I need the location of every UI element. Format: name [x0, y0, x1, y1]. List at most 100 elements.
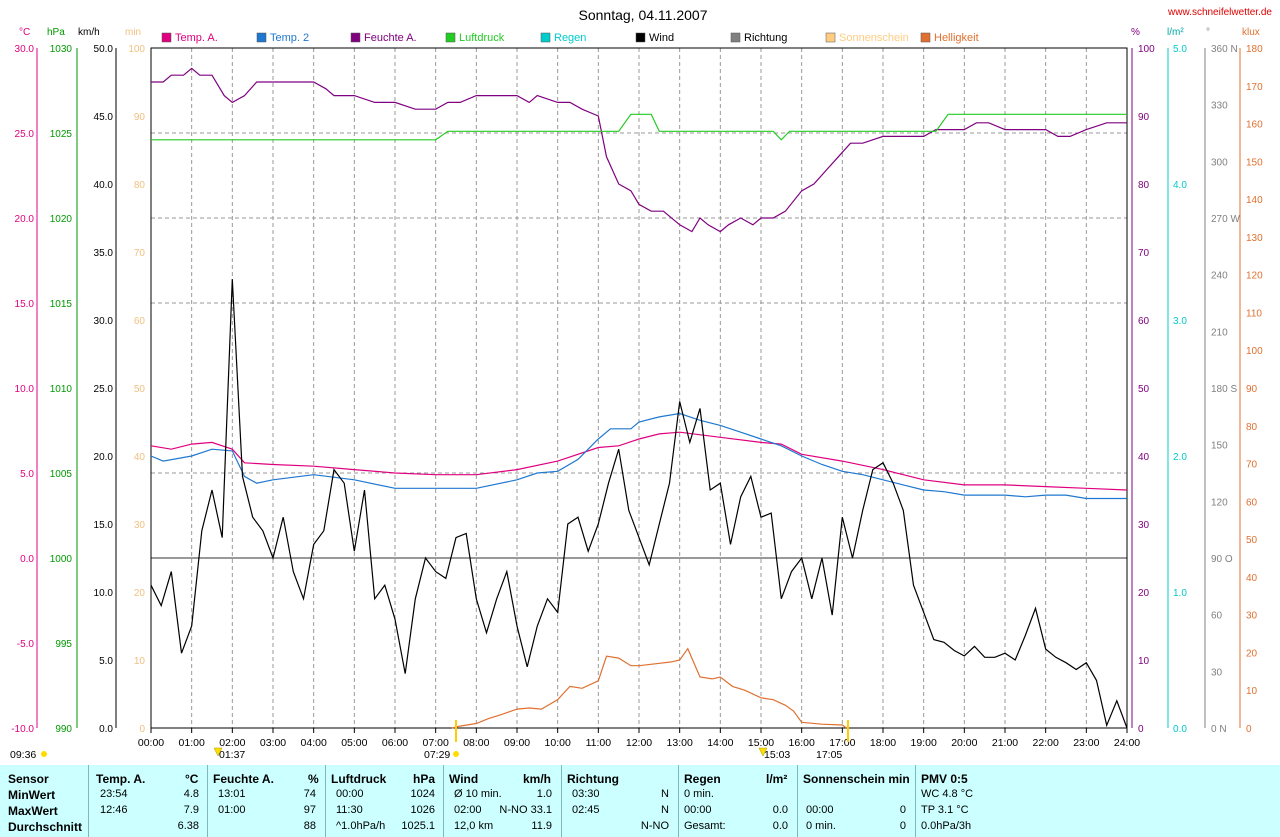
pressure-axis-tick: 1020	[50, 214, 73, 225]
stats-cell-richt-val: N-NO	[640, 820, 669, 832]
stats-cell-luft-val: 1026	[410, 804, 435, 816]
brightness-axis-tick: 40	[1246, 573, 1258, 584]
brightness-axis-tick: 180	[1246, 44, 1263, 55]
stats-cell-regen-val: 0.0	[772, 804, 788, 816]
humidity-axis-tick: 80	[1138, 180, 1150, 191]
legend-swatch	[920, 32, 931, 43]
x-tick-label: 20:00	[951, 737, 977, 749]
brightness-axis-tick: 120	[1246, 271, 1263, 282]
header-temp-unit: °C	[185, 772, 199, 786]
legend-label: Sonnenschein	[839, 32, 909, 44]
rain-axis-tick: 2.0	[1173, 452, 1187, 463]
legend-swatch	[825, 32, 836, 43]
wind-axis-tick: 15.0	[94, 520, 114, 531]
temp-axis-tick: 20.0	[15, 214, 35, 225]
unit-sun: min	[125, 27, 141, 38]
direction-axis-tick: 30	[1211, 667, 1223, 678]
stats-cell-regen-time: 0 min.	[684, 788, 714, 800]
stats-cell-wind-time: 12,0 km	[454, 820, 494, 832]
header-sonne: Sonnenschein min	[803, 772, 910, 786]
legend-label: Regen	[554, 32, 586, 44]
x-tick-label: 12:00	[626, 737, 652, 749]
x-tick-label: 06:00	[382, 737, 408, 749]
stats-cell-luft-time: 00:00	[336, 788, 364, 800]
sun-axis-tick: 40	[134, 452, 146, 463]
legend-label: Feuchte A.	[364, 32, 417, 44]
unit-pressure: hPa	[47, 27, 65, 38]
stats-cell-label: Durchschnitt	[8, 820, 83, 834]
stats-cell-temp-val: 4.8	[183, 788, 199, 800]
moon-marker-icon	[758, 747, 768, 757]
sun-axis-tick: 60	[134, 316, 146, 327]
moon-marker-icon	[213, 747, 223, 757]
stats-cell-regen-val: 0.0	[772, 820, 788, 832]
stats-cell-feuchte-time: 01:00	[218, 804, 246, 816]
stats-cell-luft-time: ^1.0hPa/h	[336, 820, 386, 832]
x-tick-label: 19:00	[911, 737, 937, 749]
brightness-axis-tick: 100	[1246, 346, 1263, 357]
stats-cell-sonne-time: 0 min.	[806, 820, 836, 832]
direction-axis-tick: 270 W	[1211, 214, 1240, 225]
x-tick-label: 13:00	[667, 737, 693, 749]
stats-cell-wind-time: 02:00	[454, 804, 482, 816]
humidity-axis-tick: 20	[1138, 588, 1150, 599]
pressure-axis-tick: 1015	[50, 299, 73, 310]
sun-axis-tick: 30	[134, 520, 146, 531]
stats-cell-feuchte-val: 74	[303, 788, 316, 800]
direction-axis-tick: 210	[1211, 327, 1228, 338]
brightness-axis-tick: 30	[1246, 611, 1258, 622]
pressure-axis-tick: 1010	[50, 384, 73, 395]
legend-label: Helligkeit	[934, 32, 979, 44]
rain-axis-tick: 5.0	[1173, 44, 1187, 55]
direction-axis-tick: 150	[1211, 441, 1228, 452]
legend-label: Wind	[649, 32, 674, 44]
unit-direction: °	[1206, 27, 1210, 38]
temp-axis-tick: 5.0	[20, 469, 34, 480]
below-axis-label: 17:05	[816, 749, 842, 761]
series-feuchte-a	[151, 67, 1127, 233]
sun-axis-tick: 0	[139, 724, 145, 735]
header-richtung: Richtung	[567, 772, 619, 786]
stats-cell-wind-time: Ø 10 min.	[454, 788, 502, 800]
brightness-axis-tick: 60	[1246, 497, 1258, 508]
legend-label: Luftdruck	[459, 32, 505, 44]
stats-cell-luft-val: 1025.1	[401, 820, 435, 832]
legend-swatch	[256, 32, 267, 43]
humidity-axis-tick: 60	[1138, 316, 1150, 327]
temp-axis-tick: 0.0	[20, 554, 34, 565]
pressure-axis-tick: 1005	[50, 469, 73, 480]
x-tick-label: 10:00	[545, 737, 571, 749]
below-axis-label: 01:37	[219, 749, 245, 761]
temp-axis-tick: 15.0	[15, 299, 35, 310]
stats-cell-pmv: TP 3.1 °C	[921, 804, 969, 816]
header-regen-unit: l/m²	[766, 772, 788, 786]
header-sensor: Sensor	[8, 772, 49, 786]
stats-cell-pmv: 0.0hPa/3h	[921, 820, 972, 832]
stats-cell-label: MinWert	[8, 788, 56, 802]
brightness-axis-tick: 140	[1246, 195, 1263, 206]
series-temp-a	[150, 431, 1128, 491]
x-tick-label: 01:00	[179, 737, 205, 749]
unit-rain: l/m²	[1167, 27, 1184, 38]
temp-axis-tick: 10.0	[15, 384, 35, 395]
wind-axis-tick: 35.0	[94, 248, 114, 259]
brightness-axis-tick: 70	[1246, 460, 1258, 471]
x-tick-label: 08:00	[463, 737, 489, 749]
unit-temp: °C	[19, 27, 30, 38]
brightness-axis-tick: 110	[1246, 308, 1262, 319]
stats-cell-richt-val: N	[661, 804, 669, 816]
series-helligkeit	[451, 647, 847, 729]
pressure-axis-tick: 1025	[50, 129, 73, 140]
brightness-axis-tick: 20	[1246, 648, 1258, 659]
stats-cell-regen-time: 00:00	[684, 804, 712, 816]
header-luftdruck-unit: hPa	[413, 772, 436, 786]
weather-chart: Sonntag, 04.11.2007 www.schneifelwetter.…	[10, 7, 1272, 761]
brightness-axis-tick: 10	[1246, 686, 1258, 697]
wind-axis-tick: 40.0	[94, 180, 114, 191]
legend-label: Temp. A.	[175, 32, 218, 44]
sun-axis-tick: 10	[134, 656, 146, 667]
legend-swatch	[635, 32, 646, 43]
wind-axis-tick: 20.0	[94, 452, 114, 463]
sun-axis-tick: 90	[134, 112, 146, 123]
stats-cell-sonne-time: 00:00	[806, 804, 834, 816]
